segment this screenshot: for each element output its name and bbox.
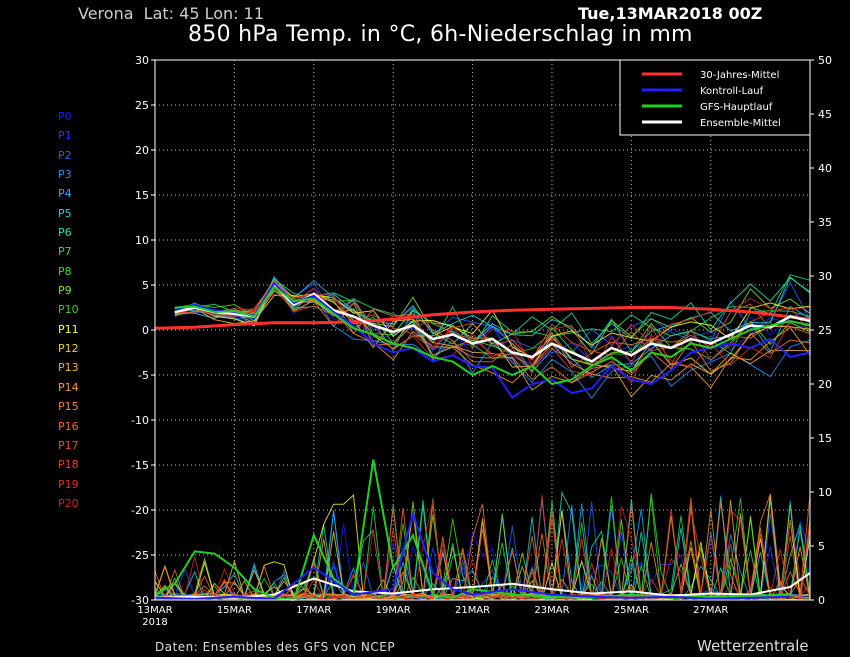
chart-legend: 30-Jahres-Mittel Kontroll-Lauf GFS-Hauptla… — [619, 59, 811, 136]
member-label: P6 — [58, 226, 72, 240]
member-label: P3 — [58, 168, 72, 182]
member-temp-line-P7 — [174, 274, 811, 349]
chart-title: 850 hPa Temp. in °C, 6h-Niederschlag in … — [188, 22, 693, 47]
x-tick-label: 27MAR — [693, 605, 728, 616]
y-right-tick-label: 20 — [818, 378, 832, 391]
member-label: P17 — [58, 438, 79, 452]
member-label: P7 — [58, 245, 72, 259]
member-label: P15 — [58, 400, 79, 414]
member-label: P19 — [58, 477, 79, 491]
main-series-lines — [154, 281, 811, 602]
legend-label: GFS-Hauptlauf — [700, 102, 773, 113]
run-date-label: Tue,13MAR2018 00Z — [578, 4, 763, 23]
member-label: P2 — [58, 148, 72, 162]
x-tick-label: 25MAR — [614, 605, 649, 616]
precip-line-gfs-hauptlauf — [154, 459, 791, 602]
y-right-tick-label: 0 — [818, 594, 825, 607]
temp-line-gfs-hauptlauf — [174, 285, 811, 386]
legend-label: Ensemble-Mittel — [700, 118, 781, 129]
member-label: P14 — [58, 380, 79, 394]
x-tick-label: 23MAR — [534, 605, 569, 616]
member-label: P10 — [58, 303, 79, 317]
y-left-tick-label: -30 — [131, 594, 149, 607]
y-left-tick-label: 25 — [135, 99, 149, 112]
temp-line-kontroll-lauf — [174, 281, 811, 399]
member-label: P1 — [58, 129, 72, 143]
y-right-tick-label: 15 — [818, 432, 832, 445]
y-right-tick-label: 35 — [818, 216, 832, 229]
x-tick-label: 13MAR — [137, 605, 172, 616]
y-left-tick-label: 20 — [135, 144, 149, 157]
brand-label: Wetterzentrale — [697, 637, 809, 655]
y-right-tick-label: 30 — [818, 270, 832, 283]
member-temp-line-P14 — [174, 286, 811, 389]
member-label: P20 — [58, 496, 79, 510]
y-right-tick-label: 50 — [818, 54, 832, 67]
x-tick-label: 19MAR — [376, 605, 411, 616]
member-list: P0 P1 P2 P3 P4 P5 P6 P7 P8 P9 P10 P11 P12 P13 P14 P15 P1… — [58, 110, 79, 516]
plot-frame — [154, 59, 811, 601]
member-label: P13 — [58, 361, 79, 375]
x-tick-label: 15MAR — [217, 605, 252, 616]
y-left-tick-label: -20 — [131, 504, 149, 517]
y-left-tick-label: -25 — [131, 549, 149, 562]
y-right-tick-label: 25 — [818, 324, 832, 337]
y-right-tick-label: 40 — [818, 162, 832, 175]
legend-label: Kontroll-Lauf — [700, 86, 764, 97]
precip-line-kontroll-lauf — [154, 510, 791, 600]
legend-label: 30-Jahres-Mittel — [700, 70, 779, 81]
y-left-tick-label: 0 — [142, 324, 149, 337]
member-label: P16 — [58, 419, 79, 433]
member-temp-line-P19 — [174, 287, 811, 385]
member-temp-line-P17 — [174, 279, 811, 361]
data-source-label: Daten: Ensembles des GFS von NCEP — [155, 640, 396, 654]
y-left-tick-label: 10 — [135, 234, 149, 247]
temp-line-30-jahres-mittel — [154, 306, 811, 330]
x-tick-label: 21MAR — [455, 605, 490, 616]
member-label: P8 — [58, 264, 72, 278]
member-label: P11 — [58, 322, 79, 336]
y-left-tick-label: 5 — [142, 279, 149, 292]
y-left-tick-label: 30 — [135, 54, 149, 67]
y-left-tick-label: -10 — [131, 414, 149, 427]
member-label: P5 — [58, 206, 72, 220]
x-tick-year-label: 2018 — [142, 617, 167, 628]
member-label: P12 — [58, 342, 79, 356]
y-right-tick-label: 10 — [818, 486, 832, 499]
y-left-tick-label: -15 — [131, 459, 149, 472]
y-right-tick-label: 5 — [818, 540, 825, 553]
x-tick-label: 17MAR — [296, 605, 331, 616]
member-label: P18 — [58, 458, 79, 472]
member-label: P4 — [58, 187, 72, 201]
member-label: P9 — [58, 284, 72, 298]
location-label: Verona Lat: 45 Lon: 11 — [78, 4, 264, 23]
y-right-tick-label: 45 — [818, 108, 832, 121]
chart-axes: 13MAR 15MAR 17MAR 19MAR 21MAR 23MAR 25MAR 27MAR… — [131, 54, 832, 628]
y-left-tick-label: -5 — [138, 369, 149, 382]
y-left-tick-label: 15 — [135, 189, 149, 202]
member-label: P0 — [58, 110, 72, 123]
